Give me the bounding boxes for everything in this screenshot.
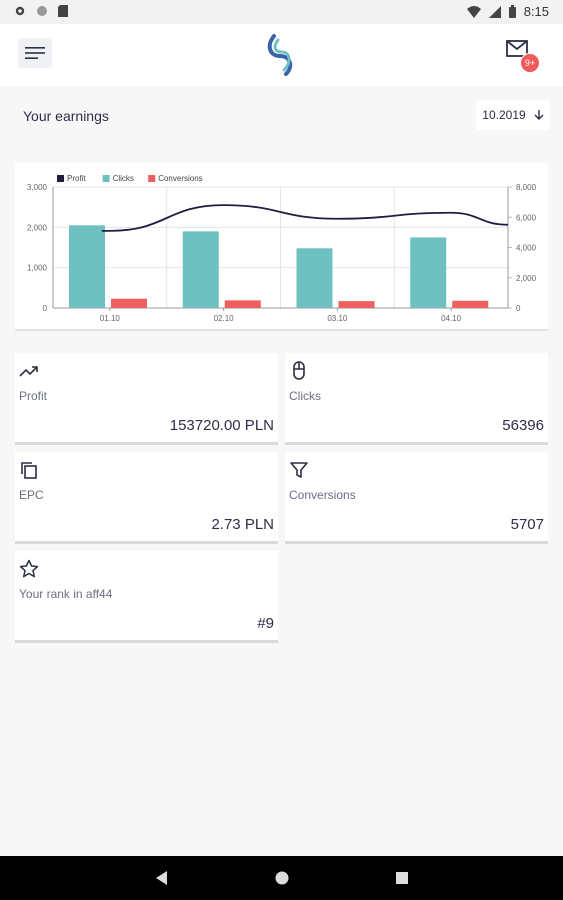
- mail-badge: 9+: [520, 53, 540, 73]
- rank-value: #9: [257, 615, 274, 632]
- system-nav-bar: [0, 856, 563, 900]
- wifi-icon: [466, 5, 481, 18]
- back-button[interactable]: [152, 868, 172, 888]
- status-bar: 8:15: [0, 0, 563, 24]
- right-tick-label: 4,000: [516, 244, 537, 253]
- mail-icon: [506, 40, 528, 57]
- conversions-label: Conversions: [289, 488, 356, 502]
- epc-card[interactable]: EPC 2.73 PLN: [15, 452, 278, 544]
- x-tick-label: 01.10: [100, 314, 121, 323]
- sd-card-icon: [58, 5, 68, 17]
- clicks-card[interactable]: Clicks 56396: [285, 353, 548, 445]
- left-tick-label: 3,000: [27, 183, 48, 192]
- status-time: 8:15: [523, 4, 549, 19]
- gear-icon: [15, 6, 25, 16]
- period-value: 10.2019: [482, 108, 526, 122]
- menu-button[interactable]: [18, 38, 52, 68]
- home-icon: [275, 871, 289, 885]
- app-bar: 9+: [0, 24, 563, 86]
- rank-label: Your rank in aff44: [19, 587, 113, 601]
- conversions-bar: [452, 300, 489, 308]
- chart-svg: 0 1,000 2,000 3,000 0 2,000 4,000 6,000 8,000 01.…: [27, 174, 537, 323]
- back-icon: [156, 871, 167, 885]
- rank-card[interactable]: Your rank in aff44 #9: [15, 551, 278, 643]
- signal-icon: [488, 5, 501, 18]
- profit-card[interactable]: Profit 153720.00 PLN: [15, 353, 278, 445]
- conversions-value: 5707: [510, 516, 544, 533]
- left-tick-label: 1,000: [27, 264, 48, 273]
- conversions-bar: [338, 301, 375, 308]
- conversions-card[interactable]: Conversions 5707: [285, 452, 548, 544]
- legend-label: Profit: [67, 174, 86, 183]
- right-tick-label: 6,000: [516, 213, 537, 222]
- arrow-down-icon: [534, 110, 544, 120]
- clicks-bar: [69, 225, 105, 308]
- right-tick-label: 0: [516, 304, 521, 313]
- right-tick-label: 8,000: [516, 183, 537, 192]
- legend-label: Clicks: [113, 174, 134, 183]
- epc-label: EPC: [19, 488, 44, 502]
- filter-icon: [290, 462, 308, 478]
- trending-up-icon: [19, 366, 38, 377]
- mouse-icon: [293, 361, 305, 380]
- period-select[interactable]: 10.2019: [476, 100, 550, 130]
- x-tick-label: 04.10: [441, 314, 462, 323]
- home-button[interactable]: [272, 868, 292, 888]
- profit-label: Profit: [19, 389, 48, 403]
- mail-button[interactable]: 9+: [506, 40, 540, 74]
- clicks-bar: [296, 248, 333, 308]
- earnings-title: Your earnings: [23, 108, 109, 124]
- menu-icon: [25, 47, 45, 59]
- clicks-value: 56396: [502, 417, 544, 434]
- earnings-chart: 0 1,000 2,000 3,000 0 2,000 4,000 6,000 8,000 01.…: [15, 163, 548, 331]
- profit-value: 153720.00 PLN: [169, 417, 274, 434]
- right-tick-label: 2,000: [516, 274, 537, 283]
- battery-icon: [508, 5, 516, 18]
- clicks-label: Clicks: [289, 389, 321, 403]
- app-logo: [267, 34, 293, 76]
- recents-button[interactable]: [392, 868, 412, 888]
- left-tick-label: 0: [43, 304, 48, 313]
- left-tick-label: 2,000: [27, 223, 48, 232]
- x-tick-label: 03.10: [327, 314, 348, 323]
- legend-swatch: [57, 175, 64, 182]
- recents-icon: [396, 872, 408, 884]
- clicks-bar: [182, 231, 219, 308]
- conversions-bar: [111, 298, 147, 308]
- star-icon: [19, 559, 39, 578]
- conversions-bar: [224, 300, 261, 308]
- clicks-bar: [410, 237, 447, 308]
- x-tick-label: 02.10: [214, 314, 235, 323]
- copy-icon: [21, 462, 37, 479]
- legend-swatch: [102, 175, 110, 182]
- circle-icon: [37, 6, 47, 16]
- profit-line: [101, 204, 509, 232]
- legend-label: Conversions: [158, 174, 202, 183]
- legend-swatch: [148, 175, 156, 182]
- epc-value: 2.73 PLN: [211, 516, 274, 533]
